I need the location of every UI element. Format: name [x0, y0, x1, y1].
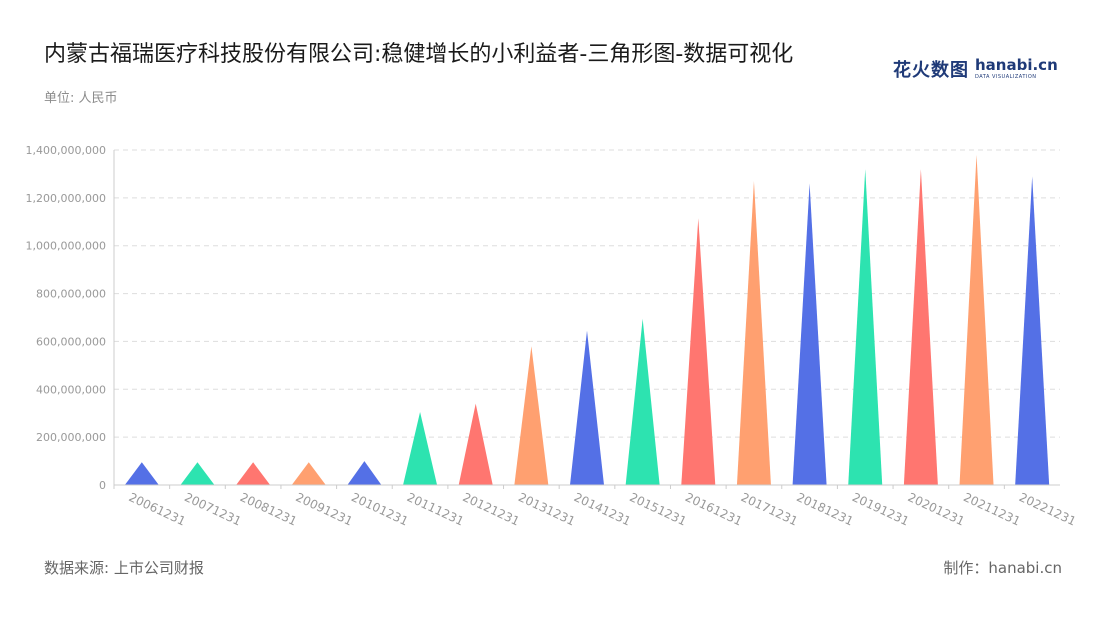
triangle-bar: [792, 183, 827, 485]
x-tick-label: 20101231: [349, 490, 410, 529]
x-tick-label: 20191231: [850, 490, 911, 529]
triangle-bar: [681, 218, 716, 486]
triangle-bar: [959, 154, 994, 486]
triangle-bar: [1015, 176, 1050, 486]
logo-en-sub-text: DATA VISUALIZATION: [975, 74, 1037, 80]
y-tick-label: 1,000,000,000: [26, 240, 106, 253]
triangle-bar: [625, 318, 660, 485]
bars-layer: [124, 154, 1050, 486]
data-source: 数据来源: 上市公司财报: [44, 559, 204, 577]
credit-label: 制作：hanabi.cn: [943, 559, 1062, 577]
triangle-bar: [848, 169, 883, 485]
logo-en-text: hanabi.cn: [975, 56, 1058, 74]
y-tick-label: 1,200,000,000: [26, 192, 106, 205]
x-tick-label: 20111231: [405, 490, 466, 529]
y-tick-label: 1,400,000,000: [26, 144, 106, 157]
triangle-bar: [514, 346, 549, 485]
triangle-bar: [570, 330, 604, 485]
x-tick-label: 20221231: [1017, 490, 1078, 529]
x-tick-label: 20141231: [572, 490, 633, 529]
brand-logo: 花火数图 hanabi.cn DATA VISUALIZATION: [893, 56, 1058, 82]
triangle-bar: [291, 462, 326, 485]
y-tick-label: 200,000,000: [36, 431, 106, 444]
unit-label: 单位: 人民币: [44, 91, 118, 106]
y-tick-label: 800,000,000: [36, 288, 106, 301]
y-tick-label: 400,000,000: [36, 383, 106, 396]
x-tick-label: 20091231: [293, 490, 354, 529]
chart-title: 内蒙古福瑞医疗科技股份有限公司:稳健增长的小利益者-三角形图-数据可视化: [44, 42, 794, 67]
logo-en-block: hanabi.cn DATA VISUALIZATION: [975, 58, 1058, 80]
x-tick-label: 20121231: [460, 490, 521, 529]
triangle-bar: [903, 169, 938, 485]
triangle-bar: [736, 181, 771, 485]
x-tick-label: 20181231: [794, 490, 855, 529]
x-tick-label: 20081231: [238, 490, 299, 529]
triangle-bar: [180, 462, 215, 485]
triangle-bar: [403, 412, 438, 485]
x-tick-label: 20151231: [627, 490, 688, 529]
x-tick-label: 20071231: [182, 490, 243, 529]
y-tick-label: 600,000,000: [36, 335, 106, 348]
x-tick-label: 20161231: [683, 490, 744, 529]
x-tick-label: 20061231: [127, 490, 188, 529]
logo-cn-text: 花火数图: [893, 60, 969, 81]
x-tick-label: 20171231: [739, 490, 800, 529]
y-tick-label: 0: [99, 479, 106, 492]
x-tick-label: 20131231: [516, 490, 577, 529]
triangle-bar: [347, 461, 382, 485]
triangle-bar: [236, 462, 271, 485]
x-tick-label: 20211231: [961, 490, 1022, 529]
triangle-bar: [458, 403, 493, 485]
triangle-bar: [124, 462, 159, 485]
x-tick-label: 20201231: [906, 490, 967, 529]
